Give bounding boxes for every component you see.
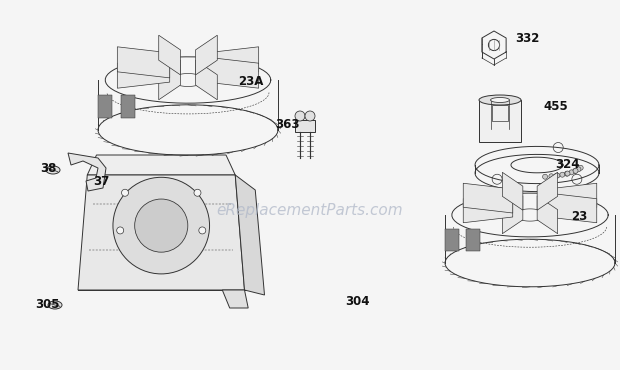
Circle shape	[549, 174, 554, 179]
Polygon shape	[195, 60, 217, 100]
Polygon shape	[159, 60, 180, 100]
Circle shape	[578, 165, 583, 170]
Bar	[295, 120, 315, 132]
Circle shape	[113, 177, 210, 274]
Text: 37: 37	[93, 175, 109, 188]
Circle shape	[117, 227, 124, 234]
Text: 455: 455	[543, 100, 568, 113]
Polygon shape	[235, 175, 265, 295]
Bar	[492, 105, 508, 121]
Circle shape	[576, 167, 581, 172]
Circle shape	[194, 189, 201, 196]
Circle shape	[489, 39, 500, 51]
Circle shape	[122, 189, 128, 196]
Bar	[120, 95, 135, 118]
Bar	[99, 95, 112, 118]
Text: 23A: 23A	[238, 75, 264, 88]
Polygon shape	[547, 183, 597, 213]
Polygon shape	[195, 35, 217, 75]
Text: eReplacementParts.com: eReplacementParts.com	[216, 202, 404, 218]
Circle shape	[199, 227, 206, 234]
Circle shape	[135, 199, 188, 252]
Circle shape	[555, 173, 560, 178]
Polygon shape	[537, 196, 557, 234]
Circle shape	[305, 111, 315, 121]
Circle shape	[569, 170, 574, 175]
Polygon shape	[78, 175, 244, 290]
Circle shape	[573, 168, 578, 174]
Bar	[445, 229, 459, 251]
Circle shape	[573, 168, 578, 173]
Circle shape	[542, 174, 547, 179]
Circle shape	[565, 171, 570, 176]
Ellipse shape	[46, 166, 60, 174]
Ellipse shape	[48, 301, 62, 309]
Text: 38: 38	[40, 162, 56, 175]
Polygon shape	[206, 57, 259, 88]
Text: 305: 305	[35, 298, 60, 311]
Polygon shape	[159, 35, 180, 75]
Polygon shape	[117, 57, 170, 88]
Text: 363: 363	[275, 118, 299, 131]
Bar	[479, 100, 521, 142]
Bar	[466, 229, 480, 251]
Text: 304: 304	[345, 295, 370, 308]
Polygon shape	[206, 47, 259, 78]
Circle shape	[554, 173, 559, 178]
Ellipse shape	[479, 95, 521, 105]
Polygon shape	[87, 155, 235, 175]
Polygon shape	[463, 193, 513, 223]
Circle shape	[560, 172, 565, 177]
Text: 332: 332	[515, 32, 539, 45]
Polygon shape	[223, 290, 248, 308]
Text: 23: 23	[571, 210, 587, 223]
Circle shape	[564, 171, 569, 176]
Polygon shape	[537, 172, 557, 210]
Polygon shape	[502, 196, 523, 234]
Ellipse shape	[490, 98, 510, 102]
Circle shape	[295, 111, 305, 121]
Polygon shape	[502, 172, 523, 210]
Polygon shape	[463, 183, 513, 213]
Polygon shape	[117, 47, 170, 78]
Polygon shape	[547, 193, 597, 223]
Polygon shape	[68, 153, 106, 191]
Text: 324: 324	[555, 158, 580, 171]
